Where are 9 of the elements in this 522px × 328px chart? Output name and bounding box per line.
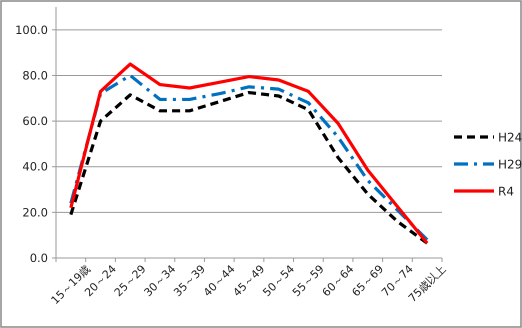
- y-tick-label: 100.0: [15, 22, 48, 37]
- y-tick-label: 0.0: [30, 251, 48, 265]
- legend-label: H29: [498, 158, 522, 172]
- legend-label: H24: [498, 130, 522, 144]
- legend-label: R4: [498, 184, 514, 198]
- y-tick-label: 20.0: [22, 205, 48, 220]
- y-tick-label: 80.0: [22, 68, 48, 82]
- y-tick-label: 60.0: [22, 114, 48, 128]
- y-tick-label: 40.0: [22, 160, 48, 174]
